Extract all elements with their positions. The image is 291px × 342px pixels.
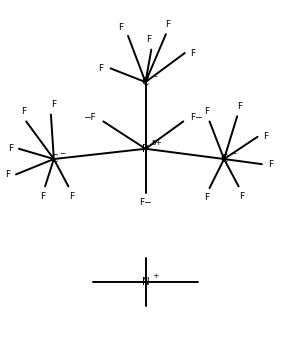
Text: P: P bbox=[142, 144, 149, 154]
Text: F: F bbox=[239, 192, 244, 200]
Text: −F: −F bbox=[84, 114, 96, 122]
Text: −: − bbox=[230, 150, 236, 157]
Text: F: F bbox=[5, 170, 10, 179]
Text: F−: F− bbox=[191, 114, 203, 122]
Text: F: F bbox=[69, 192, 74, 200]
Text: F: F bbox=[191, 49, 196, 57]
Text: F: F bbox=[21, 107, 26, 116]
Text: F: F bbox=[8, 144, 13, 153]
Text: F: F bbox=[165, 20, 170, 29]
Text: C: C bbox=[220, 154, 228, 164]
Text: −: − bbox=[151, 74, 157, 80]
Text: F: F bbox=[268, 160, 273, 169]
Text: F: F bbox=[51, 101, 56, 109]
Text: F: F bbox=[204, 107, 209, 116]
Text: F: F bbox=[237, 102, 243, 111]
Text: F: F bbox=[118, 24, 124, 32]
Text: F: F bbox=[146, 36, 151, 44]
Text: 5+: 5+ bbox=[152, 140, 163, 146]
Text: N: N bbox=[142, 277, 149, 287]
Text: C: C bbox=[142, 77, 149, 87]
Text: C: C bbox=[50, 154, 58, 164]
Text: −: − bbox=[60, 150, 66, 157]
Text: F: F bbox=[98, 64, 103, 73]
Text: F: F bbox=[263, 132, 269, 141]
Text: +: + bbox=[152, 273, 158, 279]
Text: F−: F− bbox=[139, 198, 152, 207]
Text: F: F bbox=[204, 193, 209, 202]
Text: F: F bbox=[40, 192, 45, 200]
